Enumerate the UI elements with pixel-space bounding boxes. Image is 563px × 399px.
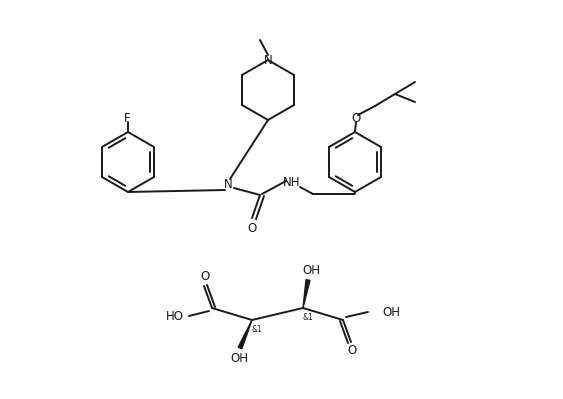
Text: F: F: [124, 111, 130, 124]
Text: O: O: [200, 271, 209, 284]
Text: HO: HO: [166, 310, 184, 324]
Text: N: N: [263, 53, 272, 67]
Text: NH: NH: [283, 176, 301, 190]
Text: O: O: [347, 344, 356, 358]
Text: OH: OH: [382, 306, 400, 318]
Text: N: N: [224, 178, 233, 192]
Text: O: O: [351, 111, 361, 124]
Polygon shape: [238, 320, 252, 349]
Text: &1: &1: [252, 326, 262, 334]
Text: OH: OH: [230, 352, 248, 365]
Text: O: O: [247, 221, 257, 235]
Text: OH: OH: [302, 265, 320, 277]
Text: &1: &1: [303, 314, 314, 322]
Polygon shape: [303, 280, 310, 308]
